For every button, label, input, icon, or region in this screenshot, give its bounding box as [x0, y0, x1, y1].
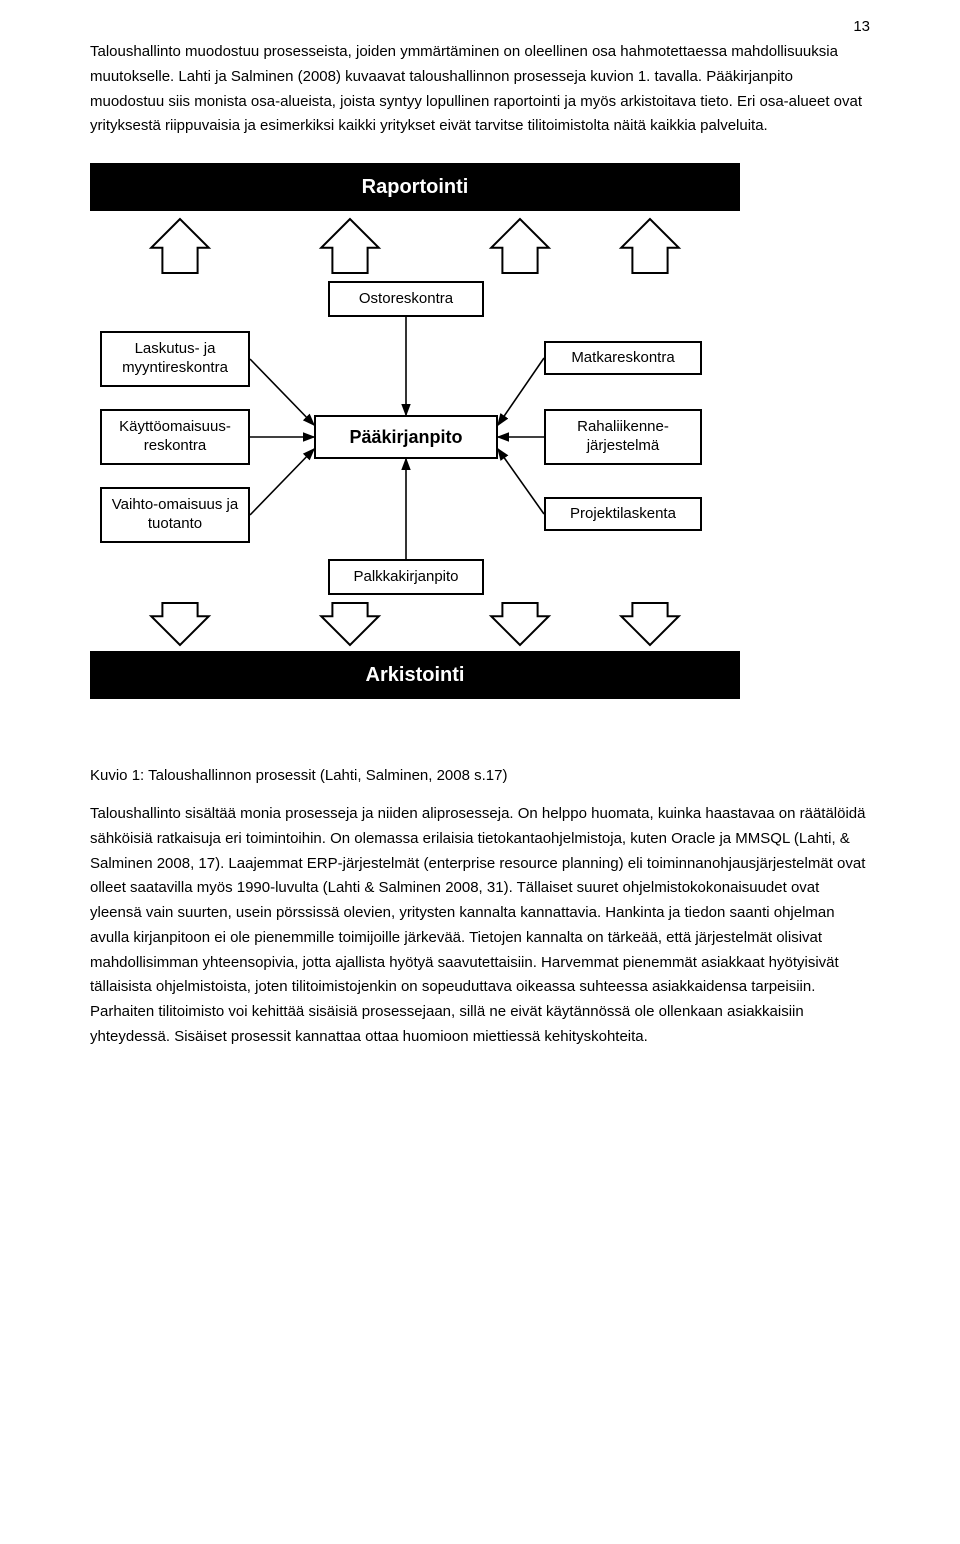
diagram-node-lasku: Laskutus- jamyyntireskontra	[100, 331, 250, 387]
diagram-node-ostoresk: Ostoreskontra	[328, 281, 484, 317]
diagram-node-bottom_band: Arkistointi	[90, 651, 740, 699]
diagram-node-palkka: Palkkakirjanpito	[328, 559, 484, 595]
figure-caption: Kuvio 1: Taloushallinnon prosessit (Laht…	[90, 767, 870, 784]
diagram-node-top_band: Raportointi	[90, 163, 740, 211]
page-number: 13	[853, 18, 870, 35]
diagram-node-center: Pääkirjanpito	[314, 415, 498, 459]
diagram-node-raha: Rahaliikenne-järjestelmä	[544, 409, 702, 465]
paragraph-1: Taloushallinto muodostuu prosesseista, j…	[90, 40, 870, 139]
paragraph-2: Taloushallinto sisältää monia prosesseja…	[90, 802, 870, 1050]
diagram-node-vaihto: Vaihto-omaisuus jatuotanto	[100, 487, 250, 543]
diagram-node-matka: Matkareskontra	[544, 341, 702, 375]
diagram-node-kaytto: Käyttöomaisuus-reskontra	[100, 409, 250, 465]
process-diagram: Raportointi Arkistointi Ostoreskontra Lasku…	[90, 163, 740, 753]
diagram-node-projekti: Projektilaskenta	[544, 497, 702, 531]
